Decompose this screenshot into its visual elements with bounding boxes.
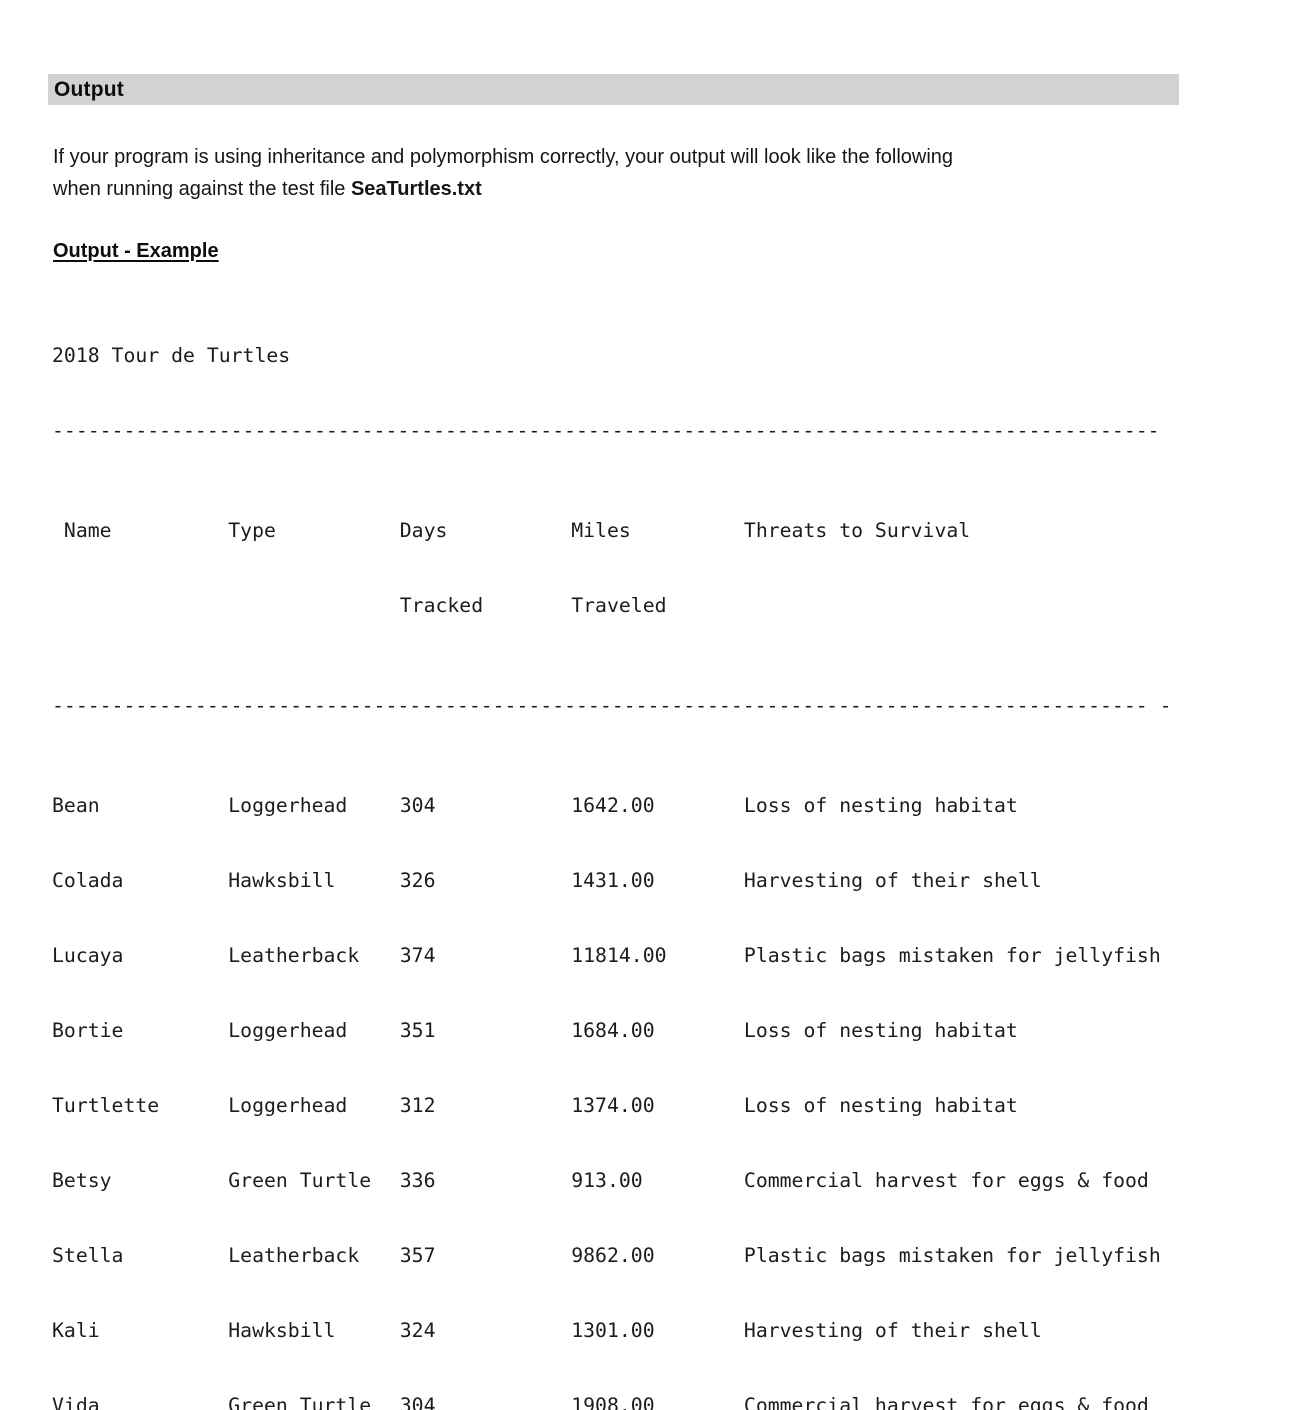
cell-days: 357	[399, 1244, 436, 1267]
cell-name: Kali	[52, 1319, 100, 1342]
output-example-heading: Output - Example	[53, 240, 219, 262]
cell-days: 374	[399, 944, 436, 967]
col-header-miles-line2: Traveled	[571, 594, 667, 617]
intro-line-1: If your program is using inheritance and…	[53, 146, 954, 168]
cell-type: Hawksbill	[228, 1319, 336, 1342]
cell-miles: 1374.00	[571, 1094, 655, 1117]
cell-miles: 1431.00	[571, 869, 655, 892]
table-row: Vida Green Turtle 304 1908.00 Commercial…	[52, 1393, 1182, 1410]
col-header-miles: Miles	[571, 519, 631, 542]
table-row: Colada Hawksbill 326 1431.00 Harvesting …	[52, 868, 1182, 893]
cell-name: Vida	[52, 1394, 100, 1410]
cell-name: Lucaya	[52, 944, 124, 967]
cell-miles: 1301.00	[571, 1319, 655, 1342]
cell-type: Loggerhead	[228, 1094, 348, 1117]
cell-name: Betsy	[52, 1169, 112, 1192]
intro-paragraph: If your program is using inheritance and…	[53, 142, 1193, 205]
cell-type: Green Turtle	[228, 1169, 372, 1192]
cell-threat: Commercial harvest for eggs & food	[743, 1169, 1149, 1192]
console-output-block: 2018 Tour de Turtles -------------------…	[52, 293, 1182, 1410]
cell-days: 336	[399, 1169, 436, 1192]
cell-days: 324	[399, 1319, 436, 1342]
cell-miles: 1908.00	[571, 1394, 655, 1410]
cell-threat: Plastic bags mistaken for jellyfish	[743, 944, 1161, 967]
intro-line-2: when running against the test file SeaTu…	[53, 174, 1193, 206]
document-page: Output If your program is using inherita…	[48, 74, 1193, 1410]
cell-miles: 913.00	[571, 1169, 643, 1192]
cell-miles: 1642.00	[571, 794, 655, 817]
divider-top: ----------------------------------------…	[52, 419, 1160, 442]
cell-threat: Harvesting of their shell	[743, 869, 1042, 892]
divider-bottom: ----------------------------------------…	[52, 694, 1172, 717]
console-header-row-2: Tracked Traveled	[52, 593, 1182, 618]
cell-threat: Commercial harvest for eggs & food	[743, 1394, 1149, 1410]
cell-threat: Harvesting of their shell	[743, 1319, 1042, 1342]
cell-type: Green Turtle	[228, 1394, 372, 1410]
cell-name: Bortie	[52, 1019, 124, 1042]
cell-days: 326	[399, 869, 436, 892]
cell-name: Colada	[52, 869, 124, 892]
cell-name: Bean	[52, 794, 100, 817]
cell-threat: Loss of nesting habitat	[743, 1019, 1018, 1042]
cell-miles: 1684.00	[571, 1019, 655, 1042]
table-row: Bean Loggerhead 304 1642.00 Loss of nest…	[52, 793, 1182, 818]
col-header-days: Days	[399, 519, 448, 542]
console-header-row-1: Name Type Days Miles Threats to Survival	[52, 518, 1182, 543]
output-section-title: Output	[54, 77, 125, 101]
cell-threat: Loss of nesting habitat	[743, 794, 1018, 817]
intro-line-2-text: when running against the test file	[53, 177, 351, 200]
table-row: Bortie Loggerhead 351 1684.00 Loss of ne…	[52, 1018, 1182, 1043]
cell-days: 304	[399, 1394, 436, 1410]
cell-name: Turtlette	[52, 1094, 160, 1117]
output-section-bar: Output	[48, 74, 1179, 105]
cell-type: Loggerhead	[228, 1019, 348, 1042]
col-header-name: Name	[63, 519, 112, 542]
col-header-threats: Threats to Survival	[743, 519, 971, 542]
col-header-type: Type	[228, 519, 276, 542]
console-title: 2018 Tour de Turtles	[52, 344, 291, 367]
table-row: Kali Hawksbill 324 1301.00 Harvesting of…	[52, 1318, 1182, 1343]
cell-name: Stella	[52, 1244, 124, 1267]
cell-type: Hawksbill	[228, 869, 336, 892]
cell-threat: Loss of nesting habitat	[743, 1094, 1018, 1117]
cell-days: 312	[399, 1094, 436, 1117]
test-filename: SeaTurtles.txt	[350, 177, 482, 200]
cell-days: 351	[399, 1019, 436, 1042]
cell-type: Loggerhead	[228, 794, 348, 817]
col-header-days-line2: Tracked	[399, 594, 484, 617]
cell-miles: 11814.00	[571, 944, 667, 967]
table-row: Betsy Green Turtle 336 913.00 Commercial…	[52, 1168, 1182, 1193]
table-row: Turtlette Loggerhead 312 1374.00 Loss of…	[52, 1093, 1182, 1118]
cell-threat: Plastic bags mistaken for jellyfish	[743, 1244, 1161, 1267]
cell-type: Leatherback	[228, 1244, 360, 1267]
cell-miles: 9862.00	[571, 1244, 655, 1267]
table-row: Stella Leatherback 357 9862.00 Plastic b…	[52, 1243, 1182, 1268]
table-row: Lucaya Leatherback 374 11814.00 Plastic …	[52, 943, 1182, 968]
cell-days: 304	[399, 794, 436, 817]
cell-type: Leatherback	[228, 944, 360, 967]
